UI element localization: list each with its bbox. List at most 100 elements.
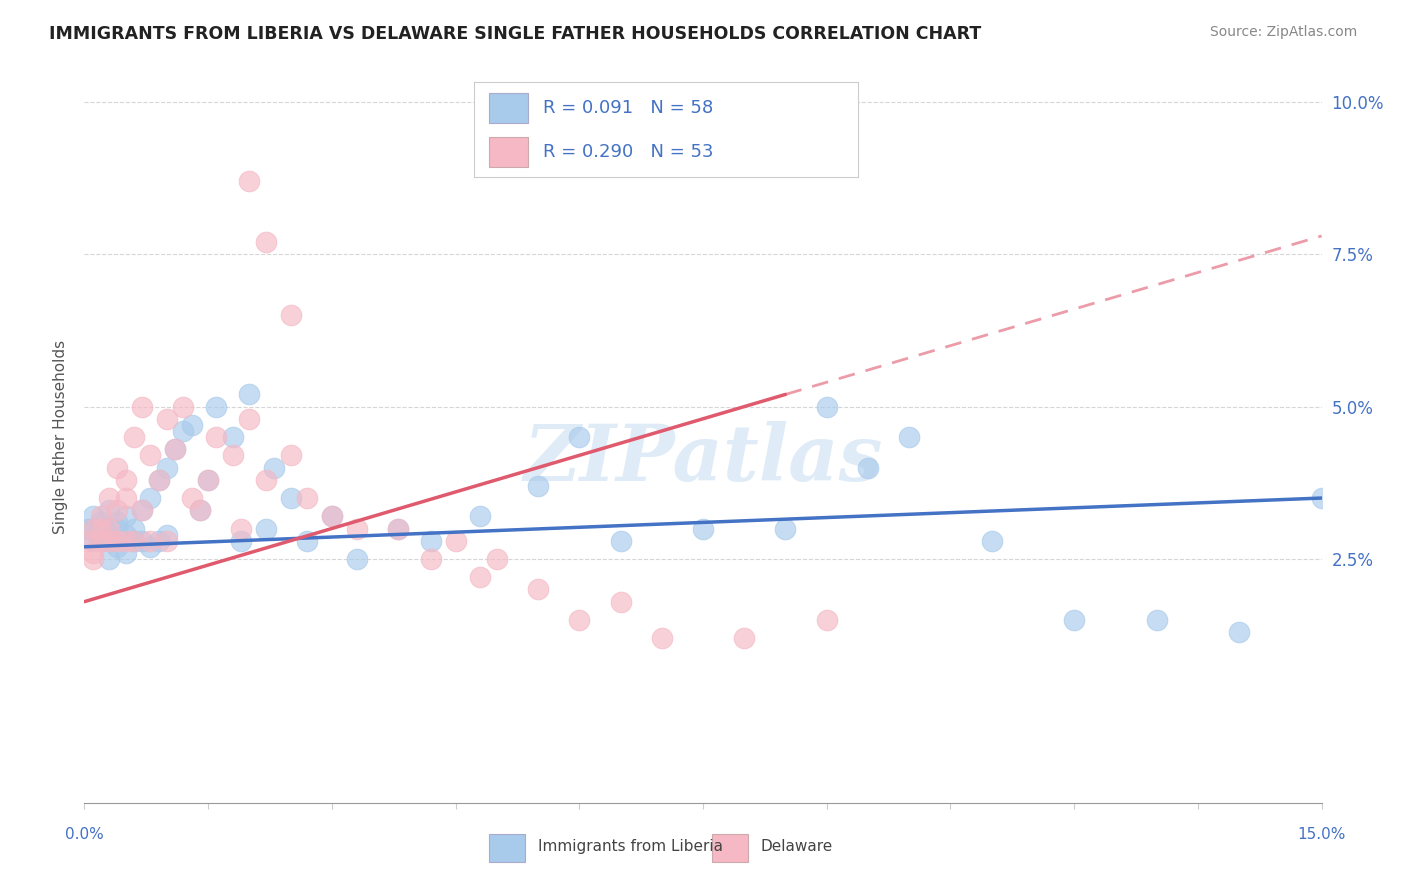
Point: [77, 533, 100, 548]
Point: [98, 533, 121, 548]
Point: [86, 527, 108, 541]
Point: [98, 503, 121, 517]
Point: [651, 632, 673, 646]
Point: [122, 430, 145, 444]
Point: [90, 533, 112, 548]
Point: [98, 533, 121, 548]
Point: [82, 521, 104, 535]
Point: [815, 400, 838, 414]
Point: [114, 509, 136, 524]
Point: [114, 491, 136, 505]
Point: [90, 521, 112, 535]
Point: [692, 521, 714, 535]
Point: [114, 546, 136, 560]
Point: [77, 521, 100, 535]
Point: [82, 509, 104, 524]
Point: [180, 417, 202, 432]
Point: [419, 552, 441, 566]
Point: [980, 533, 1002, 548]
Point: [172, 424, 194, 438]
Point: [82, 546, 104, 560]
Point: [419, 533, 441, 548]
Point: [775, 521, 797, 535]
Point: [295, 533, 318, 548]
Point: [527, 479, 550, 493]
Point: [197, 473, 219, 487]
Point: [263, 460, 285, 475]
Point: [815, 613, 838, 627]
Point: [122, 521, 145, 535]
Point: [131, 533, 153, 548]
Point: [114, 527, 136, 541]
Point: [90, 533, 112, 548]
Point: [148, 533, 170, 548]
Point: [98, 521, 121, 535]
Point: [254, 235, 277, 249]
Point: [205, 430, 228, 444]
Point: [1227, 625, 1250, 640]
Point: [470, 570, 492, 584]
Point: [387, 521, 409, 535]
Point: [148, 473, 170, 487]
Point: [114, 533, 136, 548]
Point: [197, 473, 219, 487]
Point: [238, 387, 260, 401]
Point: [122, 533, 145, 548]
Point: [180, 491, 202, 505]
Point: [568, 430, 591, 444]
Point: [346, 521, 368, 535]
Point: [280, 491, 302, 505]
Point: [229, 521, 252, 535]
Point: [94, 521, 117, 535]
Point: [131, 503, 153, 517]
Point: [205, 400, 228, 414]
Point: [131, 503, 153, 517]
Point: [82, 552, 104, 566]
Point: [1146, 613, 1168, 627]
Point: [105, 540, 128, 554]
Point: [139, 533, 162, 548]
Point: [321, 509, 343, 524]
Point: [165, 442, 187, 457]
Text: Source: ZipAtlas.com: Source: ZipAtlas.com: [1209, 25, 1357, 39]
Point: [295, 491, 318, 505]
Point: [105, 460, 128, 475]
Point: [856, 460, 879, 475]
Point: [139, 448, 162, 462]
Point: [98, 552, 121, 566]
Point: [188, 503, 211, 517]
Point: [105, 533, 128, 548]
Point: [733, 632, 755, 646]
Point: [470, 509, 492, 524]
Point: [122, 533, 145, 548]
Point: [114, 473, 136, 487]
Point: [90, 509, 112, 524]
Y-axis label: Single Father Households: Single Father Households: [53, 340, 69, 534]
Point: [148, 473, 170, 487]
Point: [98, 491, 121, 505]
Text: 15.0%: 15.0%: [1298, 828, 1346, 842]
Point: [156, 460, 179, 475]
Point: [172, 400, 194, 414]
Point: [254, 521, 277, 535]
Point: [131, 400, 153, 414]
Point: [139, 540, 162, 554]
Point: [1063, 613, 1085, 627]
Point: [280, 308, 302, 322]
Point: [82, 521, 104, 535]
Point: [156, 527, 179, 541]
Point: [485, 552, 508, 566]
Point: [444, 533, 467, 548]
Point: [156, 533, 179, 548]
Point: [238, 174, 260, 188]
Point: [280, 448, 302, 462]
Point: [387, 521, 409, 535]
Point: [105, 521, 128, 535]
Point: [229, 533, 252, 548]
Point: [105, 516, 128, 530]
Point: [82, 533, 104, 548]
Point: [898, 430, 921, 444]
Text: ZIPatlas: ZIPatlas: [523, 421, 883, 497]
Point: [90, 516, 112, 530]
Point: [188, 503, 211, 517]
